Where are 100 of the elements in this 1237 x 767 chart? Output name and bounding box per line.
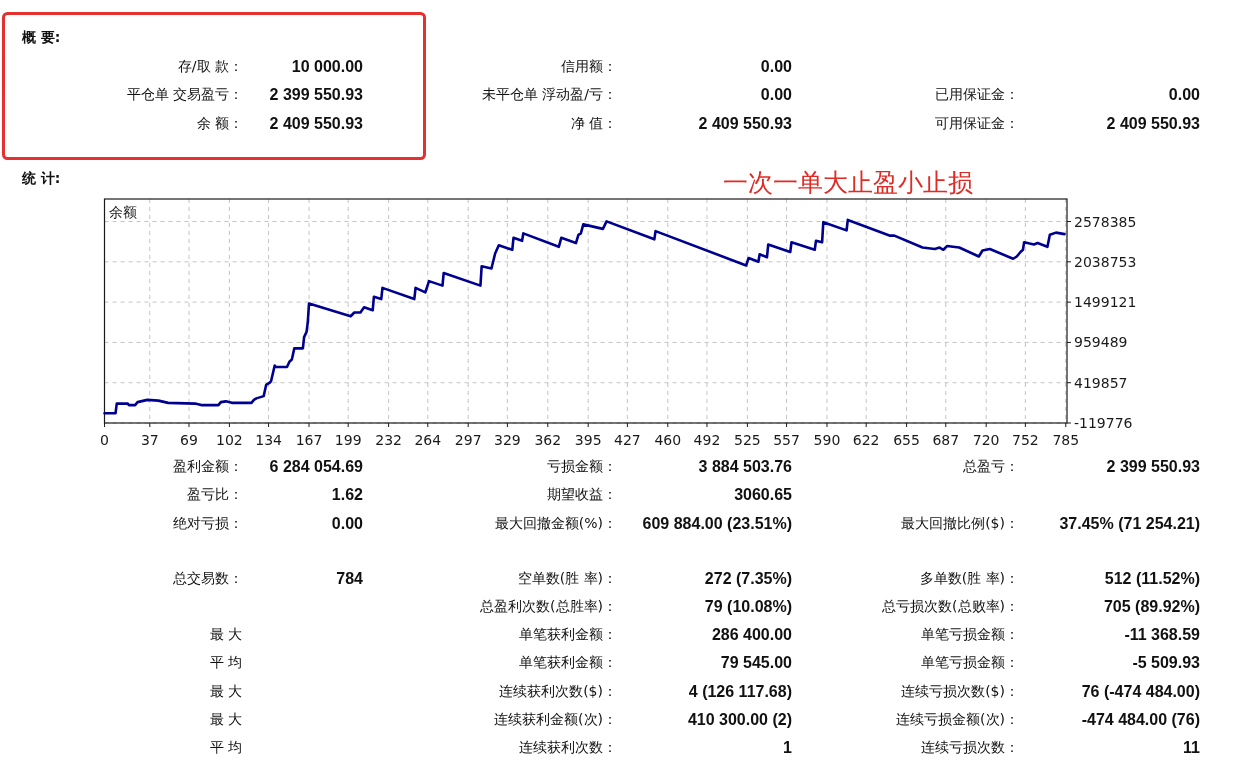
x-tick-label: 232 — [375, 432, 402, 448]
x-tick-label: 134 — [255, 432, 283, 448]
text: 可用保证金： — [935, 115, 1019, 131]
text: 272 (7.35%) — [704, 569, 792, 587]
text: 2 409 550.93 — [1106, 114, 1201, 132]
text: -474 484.00 (76) — [1081, 710, 1200, 728]
text: 一次一单大止盈小止损 — [723, 167, 973, 197]
text: 余 额： — [196, 115, 243, 131]
text: 平仓单 交易盈亏： — [126, 86, 243, 102]
text: 512 (11.52%) — [1104, 569, 1200, 587]
text: 信用额： — [561, 58, 617, 74]
text: 期望收益： — [547, 486, 617, 502]
text: 79 (10.08%) — [704, 597, 792, 615]
y-tick-label: 2038753 — [1074, 253, 1137, 270]
text: 未平仓单 浮动盈/亏： — [481, 86, 617, 102]
x-tick-label: 37 — [140, 432, 159, 448]
x-tick-label: 362 — [534, 432, 562, 448]
x-tick-label: 427 — [614, 432, 641, 448]
text: 单笔获利金额： — [519, 626, 617, 642]
text: 连续亏损次数： — [921, 739, 1019, 755]
text: 76 (-474 484.00) — [1081, 682, 1200, 700]
text: 最大回撤比例($)： — [901, 515, 1019, 531]
text: 平 均 — [209, 654, 242, 670]
text: 净 值： — [570, 115, 617, 131]
x-tick-label: 264 — [414, 432, 442, 448]
text: 统 计: — [21, 170, 61, 186]
x-tick-label: 557 — [773, 432, 800, 448]
text: 2 409 550.93 — [269, 114, 364, 132]
text: 1.62 — [331, 485, 364, 503]
text: 亏损金额： — [547, 458, 617, 474]
text: 连续亏损次数($)： — [901, 683, 1019, 699]
text: 6 284 054.69 — [269, 457, 364, 475]
x-tick-label: 69 — [180, 432, 198, 448]
text: 37.45% (71 254.21) — [1059, 514, 1200, 532]
text: 已用保证金： — [935, 86, 1019, 102]
text: 单笔亏损金额： — [921, 626, 1019, 642]
text: 总交易数： — [172, 570, 243, 586]
text: 10 000.00 — [291, 57, 364, 75]
text: 2 399 550.93 — [1106, 457, 1201, 475]
x-tick-label: 199 — [334, 432, 362, 448]
x-tick-label: 687 — [932, 432, 960, 448]
text: 总盈利次数(总胜率)： — [479, 598, 617, 614]
text: 609 884.00 (23.51%) — [642, 514, 792, 532]
x-tick-label: 720 — [972, 432, 1000, 448]
x-tick-label: 590 — [813, 432, 841, 448]
text: 79 545.00 — [720, 653, 793, 671]
text: 连续获利次数($)： — [499, 683, 617, 699]
text: 盈亏比： — [187, 486, 243, 502]
x-tick-label: 492 — [693, 432, 721, 448]
text: 最 大 — [209, 711, 242, 727]
x-tick-label: 395 — [574, 432, 602, 448]
x-tick-label: 0 — [100, 432, 109, 448]
x-tick-label: 167 — [295, 432, 323, 448]
text: 0.00 — [760, 85, 793, 103]
text: 最 大 — [209, 683, 242, 699]
text: 盈利金额： — [173, 458, 243, 474]
x-tick-label: 297 — [454, 432, 482, 448]
text: 2 399 550.93 — [269, 85, 364, 103]
text: 705 (89.92%) — [1103, 597, 1200, 615]
line-series — [103, 218, 1066, 415]
text: 3 884 503.76 — [698, 457, 793, 475]
text: 单笔获利金额： — [519, 654, 617, 670]
x-tick-label: 752 — [1012, 432, 1039, 448]
text: 存/取 款： — [177, 58, 243, 74]
text: 3060.65 — [734, 485, 793, 503]
x-tick-label: 622 — [852, 432, 880, 448]
text: 空单数(胜 率)： — [517, 570, 617, 586]
text: -5 509.93 — [1132, 653, 1201, 671]
y-tick-label: -119776 — [1074, 415, 1133, 431]
text: 连续亏损金额(次)： — [896, 711, 1019, 727]
x-tick-label: 460 — [654, 432, 682, 448]
text: 0.00 — [1168, 85, 1201, 103]
text: 0.00 — [331, 514, 364, 532]
text: 平 均 — [209, 739, 242, 755]
text: -11 368.59 — [1124, 625, 1201, 643]
text: 410 300.00 (2) — [687, 710, 792, 728]
text: 多单数(胜 率)： — [919, 570, 1019, 586]
text: 784 — [336, 569, 364, 587]
x-tick-label: 785 — [1052, 432, 1080, 448]
text: 总盈亏： — [962, 458, 1019, 474]
y-tick-label: 959489 — [1074, 334, 1128, 351]
text: 11 — [1183, 738, 1201, 756]
text: 绝对亏损： — [173, 515, 243, 531]
text: 概 要: — [21, 29, 61, 45]
y-tick-label: 1499121 — [1074, 294, 1137, 311]
text: 总亏损次数(总败率)： — [881, 598, 1019, 614]
x-tick-label: 525 — [734, 432, 761, 448]
text: 连续获利次数： — [519, 739, 617, 755]
y-tick-label: 2578385 — [1074, 213, 1137, 230]
text: 最大回撤金额(%)： — [494, 515, 617, 531]
text: 2 409 550.93 — [698, 114, 793, 132]
x-tick-label: 102 — [216, 432, 243, 448]
text: 1 — [783, 738, 793, 756]
text: 最 大 — [209, 626, 242, 642]
text: 连续获利金额(次)： — [494, 711, 617, 727]
text: 0.00 — [760, 57, 793, 75]
x-tick-label: 655 — [893, 432, 920, 448]
y-tick-label: 419857 — [1074, 374, 1128, 391]
text: 单笔亏损金额： — [921, 654, 1019, 670]
text: 286 400.00 — [711, 625, 793, 643]
